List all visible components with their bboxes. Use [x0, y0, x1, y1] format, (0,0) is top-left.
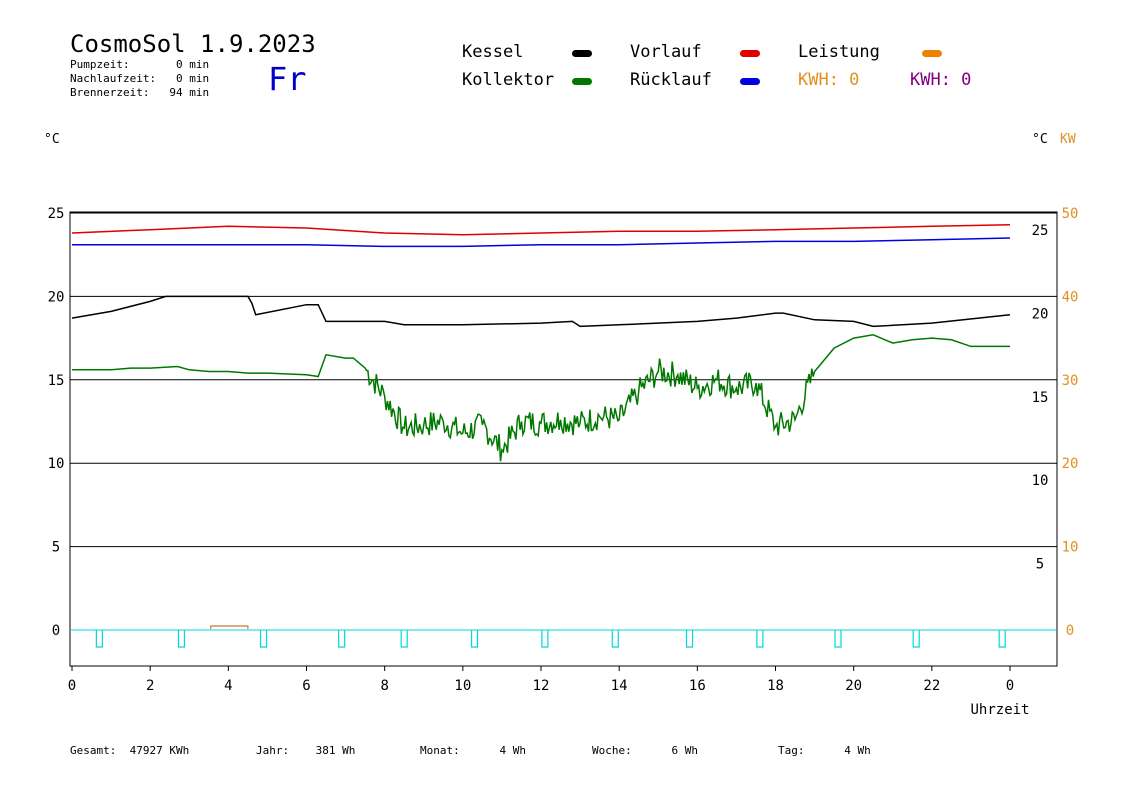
pump-pulse	[177, 630, 186, 648]
chart-title: CosmoSol 1.9.2023	[70, 30, 316, 58]
y-tick-right-c: 20	[1032, 306, 1049, 322]
y-tick-right-kw: 0	[1066, 623, 1074, 639]
y-tick-left: 20	[48, 289, 65, 305]
x-tick: 12	[533, 678, 550, 694]
footer-gesamt: Gesamt: 47927 KWh	[70, 744, 190, 757]
legend-vorlauf: Vorlauf	[630, 42, 702, 62]
x-tick: 18	[767, 678, 784, 694]
x-tick: 0	[1006, 678, 1014, 694]
legend-kwh-orange: KWH: 0	[798, 70, 860, 90]
y-tick-right-kw: 50	[1062, 206, 1079, 222]
nachlaufzeit-label: Nachlaufzeit: 0 min	[70, 72, 210, 85]
series-line-kollektor	[72, 334, 1010, 462]
legend-leistung: Leistung	[798, 42, 880, 62]
series-line-ruecklauf	[72, 237, 1011, 248]
x-tick: 8	[380, 678, 388, 694]
footer-tag: Tag: 4 Wh	[778, 744, 871, 757]
y-tick-left: 5	[52, 540, 60, 556]
y-tick-left: 10	[48, 456, 65, 472]
y-tick-left: 0	[52, 623, 60, 639]
y-tick-right-kw: 40	[1062, 289, 1079, 305]
right-axis-unit-c: °C	[1032, 132, 1048, 147]
weekday-label: Fr	[268, 60, 307, 98]
pumpzeit-label: Pumpzeit: 0 min	[70, 58, 210, 71]
x-tick: 10	[454, 678, 471, 694]
legend-kwh-purple: KWH: 0	[910, 70, 972, 90]
y-tick-right-kw: 20	[1062, 456, 1079, 472]
y-tick-left: 25	[48, 206, 65, 222]
plot-frame	[69, 211, 1058, 667]
legend-kollektor: Kollektor	[462, 70, 555, 90]
x-tick: 6	[302, 678, 310, 694]
legend-leistung-swatch	[922, 50, 942, 57]
y-tick-right-c: 15	[1032, 390, 1049, 406]
left-axis-unit: °C	[44, 132, 60, 147]
legend-kollektor-swatch	[572, 78, 592, 85]
x-tick: 16	[689, 678, 706, 694]
pump-pulse	[685, 630, 694, 648]
footer-jahr: Jahr: 381 Wh	[256, 744, 356, 757]
legend-ruecklauf-swatch	[740, 78, 760, 85]
pump-pulse	[338, 630, 346, 648]
x-tick: 2	[146, 678, 154, 694]
legend-kessel-swatch	[572, 50, 592, 57]
pump-pulse	[998, 630, 1006, 648]
x-tick: 0	[68, 678, 76, 694]
x-tick: 20	[845, 678, 862, 694]
x-axis-label: Uhrzeit	[970, 702, 1029, 718]
pump-pulse	[912, 630, 920, 648]
y-tick-left: 15	[48, 373, 65, 389]
pump-pulse	[611, 630, 619, 648]
pump-pulse	[834, 630, 842, 648]
pump-pulse	[756, 630, 764, 648]
x-tick: 4	[224, 678, 232, 694]
series-line-vorlauf	[71, 223, 1011, 236]
y-tick-right-kw: 10	[1062, 540, 1079, 556]
brenner-pulse	[210, 625, 249, 629]
pump-pulse	[541, 630, 549, 648]
x-tick: 14	[611, 678, 628, 694]
y-tick-right-c: 25	[1032, 223, 1049, 239]
series-line-kessel	[71, 295, 1011, 328]
x-tick: 22	[923, 678, 940, 694]
y-tick-right-kw: 30	[1062, 373, 1079, 389]
footer-monat: Monat: 4 Wh	[420, 744, 526, 757]
right-axis-unit-kw: KW	[1060, 132, 1076, 147]
y-tick-right-c: 5	[1036, 557, 1044, 573]
pump-pulse	[400, 630, 408, 648]
brennerzeit-label: Brennerzeit: 94 min	[70, 86, 210, 99]
pump-pulse	[95, 630, 103, 648]
pump-pulse	[470, 630, 479, 648]
legend-kessel: Kessel	[462, 42, 524, 62]
legend-vorlauf-swatch	[740, 50, 760, 57]
legend-ruecklauf: Rücklauf	[630, 70, 712, 90]
y-tick-right-c: 10	[1032, 473, 1049, 489]
pump-pulse	[259, 630, 268, 648]
footer-woche: Woche: 6 Wh	[592, 744, 698, 757]
